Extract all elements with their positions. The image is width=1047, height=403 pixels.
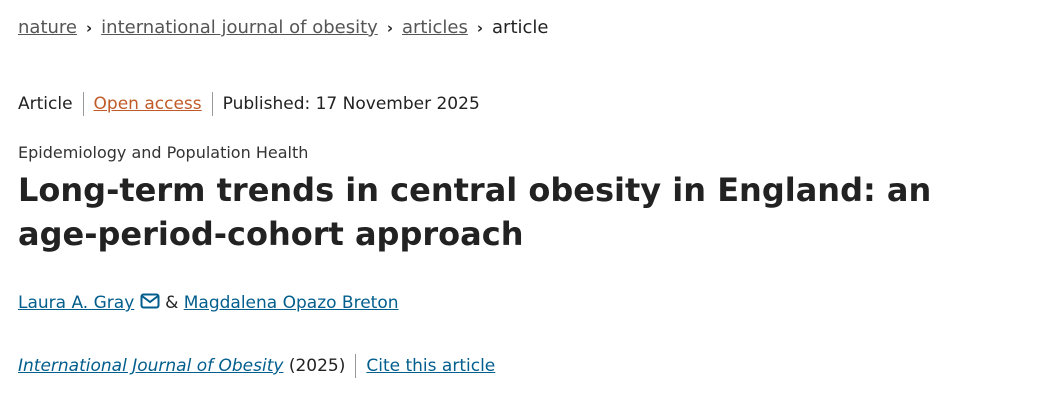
- year: (2025): [288, 356, 346, 376]
- author-separator: &: [165, 293, 179, 313]
- email-icon[interactable]: [140, 293, 160, 309]
- title: Long-term trends in central obesity in E…: [18, 171, 932, 253]
- subject: Epidemiology and Population Health: [18, 143, 309, 162]
- article-meta: Article Open access Published: 17 November…: [18, 92, 480, 116]
- crumb[interactable]: articles: [402, 17, 468, 38]
- published: Published: 17 November 2025: [222, 94, 480, 114]
- article-type: Article: [18, 94, 73, 114]
- open-access[interactable]: Open access: [93, 94, 202, 114]
- crumb[interactable]: nature: [18, 17, 77, 38]
- author[interactable]: Laura A. Gray: [18, 293, 135, 313]
- cite-link[interactable]: Cite this article: [366, 356, 496, 376]
- crumb[interactable]: international journal of obesity: [101, 17, 378, 38]
- author[interactable]: Magdalena Opazo Breton: [183, 293, 399, 313]
- journal[interactable]: International Journal of Obesity: [18, 356, 284, 376]
- breadcrumb: nature › international journal of obesity ›…: [18, 17, 549, 38]
- citation: International Journal of Obesity (2025) C…: [18, 354, 495, 378]
- crumb-current: article: [492, 17, 549, 38]
- authors: Laura A. Gray & Magdalena Opazo Breton: [18, 293, 399, 313]
